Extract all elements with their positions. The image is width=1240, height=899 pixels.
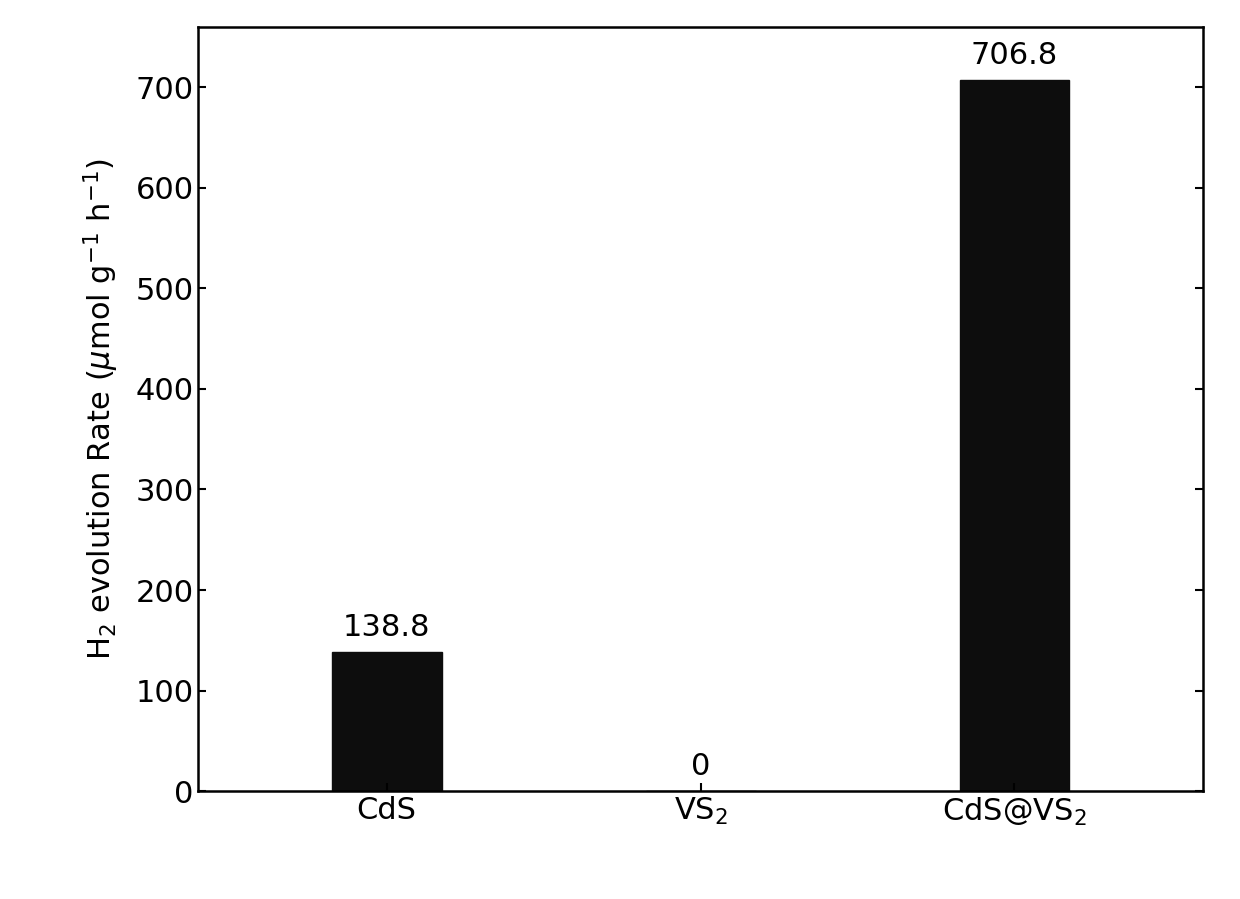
Text: 0: 0 (691, 752, 711, 781)
Text: 706.8: 706.8 (971, 41, 1058, 70)
Text: 138.8: 138.8 (343, 612, 430, 642)
Y-axis label: H$_2$ evolution Rate ($\mu$mol g$^{-1}$ h$^{-1}$): H$_2$ evolution Rate ($\mu$mol g$^{-1}$ … (82, 158, 122, 660)
Bar (960, 81, 1069, 791)
Bar (332, 652, 441, 791)
